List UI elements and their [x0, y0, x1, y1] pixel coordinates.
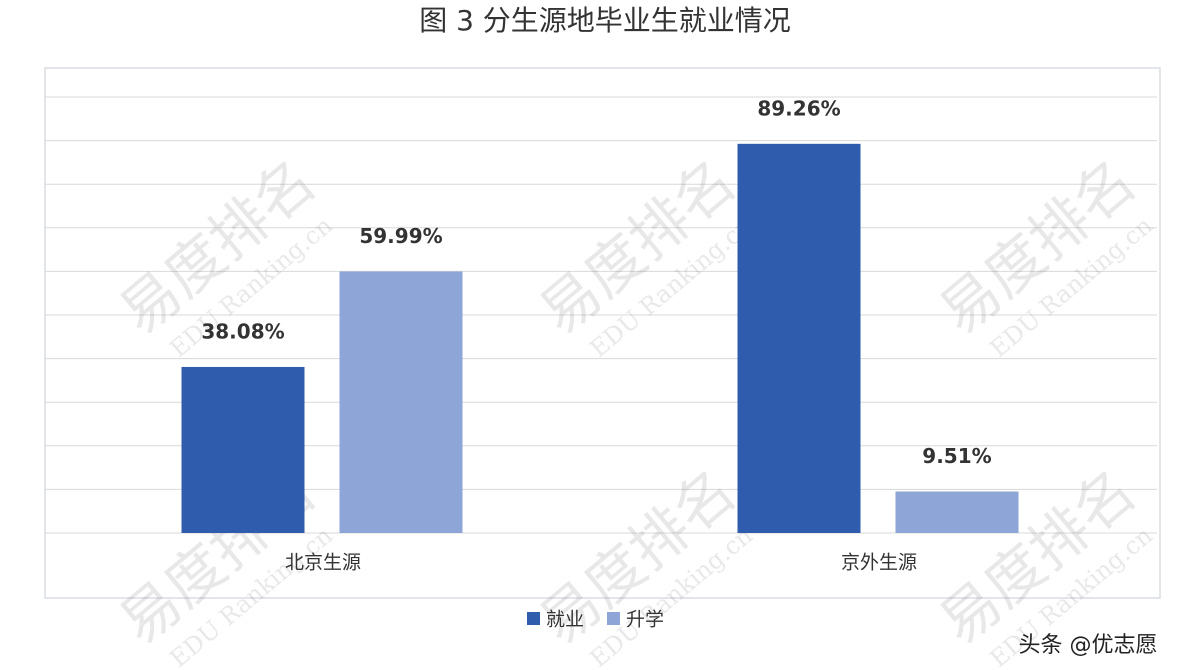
x-tick-label: 京外生源	[841, 552, 917, 574]
marks	[181, 143, 1019, 533]
chart-title: 图 3 分生源地毕业生就业情况	[419, 4, 791, 37]
legend-swatch	[527, 612, 540, 625]
bar	[339, 271, 463, 533]
legend-label: 升学	[626, 609, 664, 631]
bar	[895, 491, 1019, 533]
bar	[737, 143, 861, 533]
plot-frame	[44, 67, 1161, 599]
data-label: 89.26%	[757, 96, 840, 120]
data-label: 9.51%	[922, 444, 991, 468]
legend-label: 就业	[546, 609, 584, 631]
legend-swatch	[607, 612, 620, 625]
bar	[181, 366, 305, 533]
footer: 头条 @优志愿	[1019, 633, 1158, 658]
x-tick-label: 北京生源	[285, 552, 361, 574]
data-label: 38.08%	[201, 319, 284, 343]
data-label: 59.99%	[359, 224, 442, 248]
